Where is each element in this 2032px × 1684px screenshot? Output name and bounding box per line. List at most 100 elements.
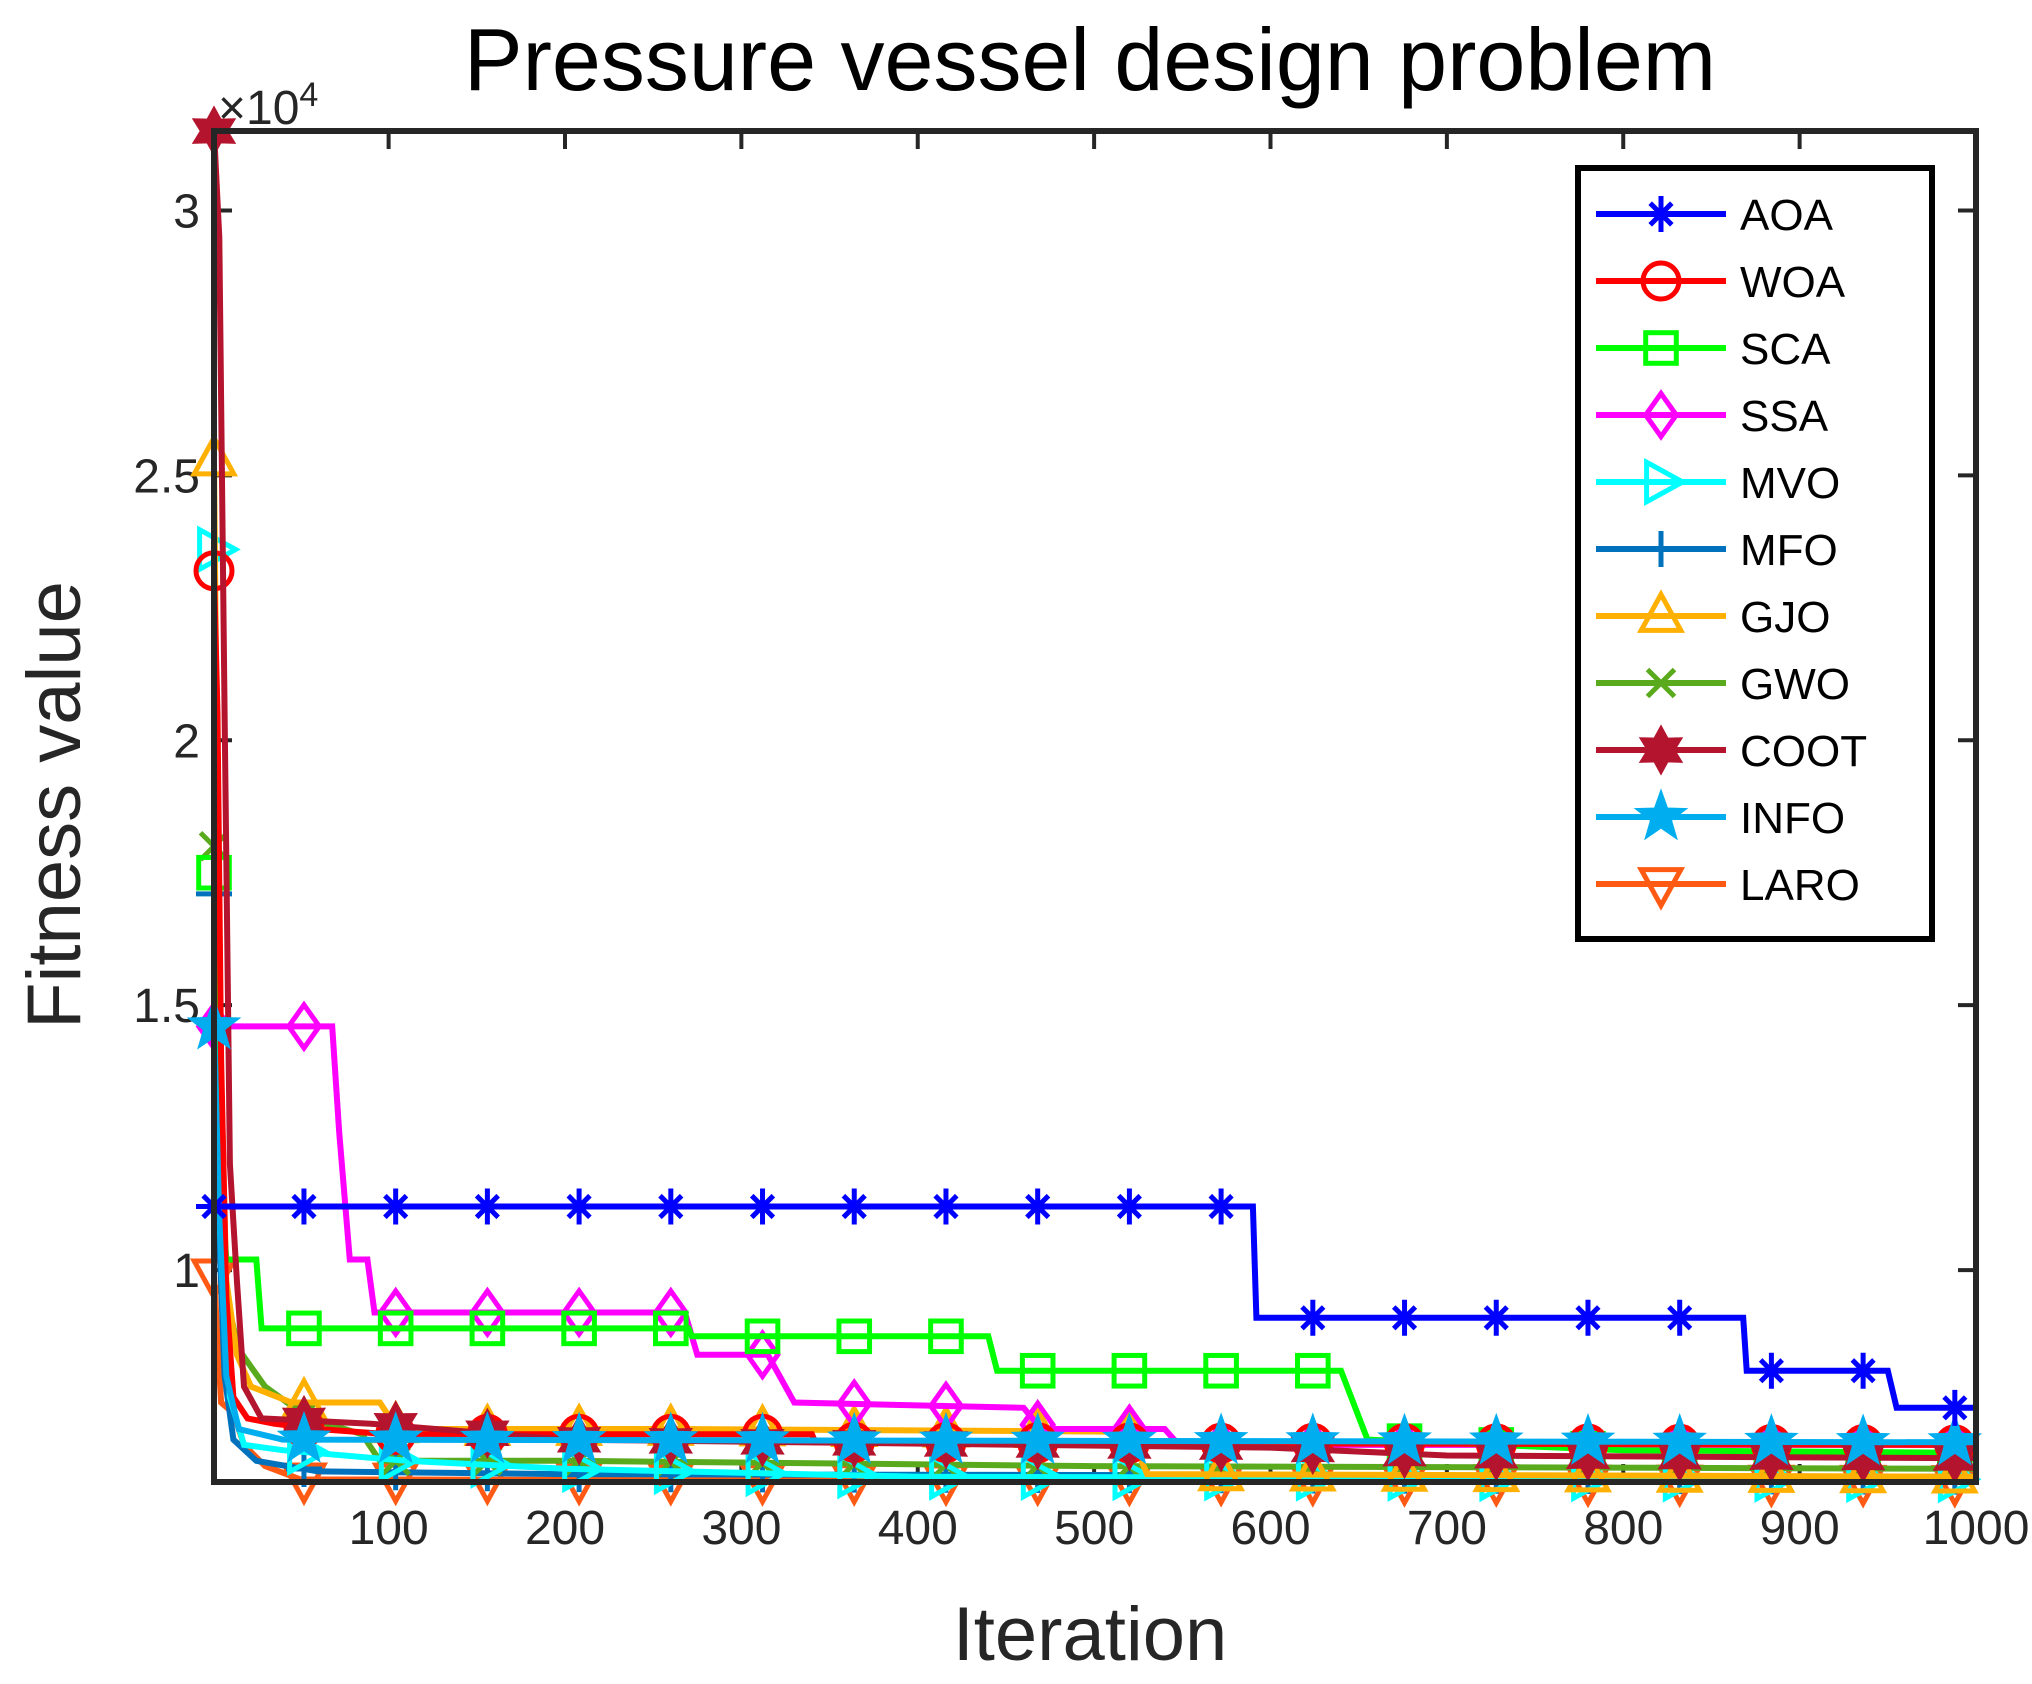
legend-label: GWO	[1740, 660, 1850, 709]
data-point-aoa	[1936, 1389, 1973, 1426]
y-exponent-base: ×10	[218, 82, 299, 135]
legend-marker	[1638, 724, 1684, 776]
legend-entry-laro: LARO	[1596, 861, 1860, 911]
series-line-info	[211, 1026, 1977, 1446]
data-point-aoa	[1753, 1352, 1790, 1389]
series-sca	[196, 854, 1977, 1471]
series-line-ssa	[214, 1023, 1976, 1448]
legend-marker	[1636, 867, 1686, 911]
data-point-info	[918, 1411, 974, 1464]
data-point-sca	[1203, 1352, 1239, 1389]
legend-box	[1575, 165, 1935, 942]
series-line-sca	[211, 872, 1977, 1456]
axes-box	[211, 128, 1979, 1485]
y-tick-label: 2	[173, 715, 200, 768]
data-point-ssa	[652, 1286, 690, 1339]
plot-area-frame	[211, 128, 1979, 1485]
data-point-aoa	[1569, 1299, 1606, 1336]
series-mfo	[196, 875, 1977, 1495]
legend-label: SSA	[1740, 392, 1829, 441]
data-point-aoa	[469, 1188, 506, 1225]
legend-marker	[1644, 457, 1688, 507]
data-point-info	[551, 1411, 607, 1464]
data-point-aoa	[1478, 1299, 1515, 1336]
axis-ticks: 100 200 300 400 500 600 700 800 900 1000 1 1.5 2 2.5 3	[133, 131, 2029, 1555]
x-tick-label: 500	[1054, 1502, 1134, 1555]
legend-marker	[1633, 788, 1689, 841]
data-point-mvo	[929, 1452, 973, 1501]
legend-entry-sca: SCA	[1596, 325, 1831, 374]
x-tick-label: 300	[701, 1502, 781, 1555]
legend-label: SCA	[1740, 325, 1831, 374]
data-point-ssa	[469, 1286, 506, 1339]
y-tick-label: 3	[173, 185, 200, 238]
legend-entry-gjo: GJO	[1596, 589, 1830, 642]
x-tick-label: 600	[1230, 1502, 1310, 1555]
series-aoa	[196, 1188, 1976, 1426]
data-point-info	[1102, 1412, 1157, 1465]
data-point-info	[1835, 1413, 1891, 1466]
data-point-ssa	[285, 1000, 323, 1053]
series-line-mfo	[211, 893, 1977, 1480]
legend-label: COOT	[1740, 727, 1867, 776]
x-tick-label: 100	[349, 1502, 429, 1555]
data-point-info	[1377, 1412, 1432, 1465]
legend-label: MVO	[1740, 459, 1840, 508]
data-point-aoa	[1203, 1188, 1240, 1225]
y-exponent-label: ×104	[218, 76, 318, 135]
series-info	[186, 997, 1983, 1466]
series-ssa	[195, 1000, 1976, 1471]
data-point-sca	[744, 1318, 781, 1355]
data-point-gjo	[1747, 1449, 1796, 1493]
data-point-mvo	[837, 1451, 881, 1500]
data-point-info	[368, 1411, 424, 1464]
data-point-gjo	[1380, 1448, 1429, 1492]
data-point-mvo	[1112, 1453, 1157, 1502]
data-point-ssa	[377, 1286, 415, 1339]
legend-entry-gwo: GWO	[1596, 660, 1850, 709]
data-point-sca	[469, 1310, 506, 1347]
y-exponent-power: 4	[299, 76, 318, 114]
x-tick-label: 700	[1407, 1502, 1487, 1555]
data-point-coot	[1565, 1430, 1611, 1482]
data-point-info	[643, 1411, 699, 1464]
data-point-info	[1193, 1412, 1249, 1465]
y-axis-label: Fitness value	[12, 581, 97, 1029]
legend-label: WOA	[1740, 258, 1846, 307]
data-point-aoa	[1111, 1188, 1148, 1225]
legend-entry-mvo: MVO	[1596, 457, 1840, 508]
data-point-info	[1652, 1413, 1708, 1466]
legend-entry-mfo: MFO	[1596, 526, 1838, 575]
x-tick-label: 900	[1760, 1502, 1840, 1555]
legend-entry-ssa: SSA	[1596, 389, 1829, 441]
y-tick-label: 1	[173, 1245, 200, 1298]
legend-marker	[1636, 589, 1686, 633]
legend-marker	[1643, 330, 1679, 366]
y-tick-label: 1.5	[133, 980, 200, 1033]
data-point-aoa	[1845, 1352, 1882, 1389]
data-point-info	[1468, 1412, 1524, 1465]
data-point-sca	[286, 1310, 322, 1347]
data-point-sca	[377, 1310, 414, 1347]
data-point-aoa	[1661, 1299, 1698, 1336]
legend-marker	[1640, 260, 1682, 302]
legend-entry-info: INFO	[1596, 788, 1845, 843]
series-line-aoa	[214, 1203, 1976, 1411]
data-point-gjo	[1563, 1448, 1613, 1493]
data-point-info	[1744, 1413, 1799, 1466]
legend-entry-woa: WOA	[1596, 258, 1846, 307]
data-point-info	[460, 1411, 515, 1464]
legend-label: GJO	[1740, 593, 1830, 642]
data-point-mvo	[1020, 1452, 1065, 1502]
legend-marker	[1642, 389, 1680, 441]
data-point-ssa	[744, 1328, 781, 1381]
data-point-gjo	[1839, 1449, 1888, 1494]
data-point-info	[826, 1411, 882, 1464]
data-point-gjo	[1655, 1449, 1704, 1493]
x-axis-label: Iteration	[953, 1592, 1228, 1677]
data-point-ssa	[560, 1286, 598, 1339]
x-tick-label: 400	[878, 1502, 958, 1555]
data-point-sca	[1019, 1352, 1056, 1389]
data-point-aoa	[836, 1188, 873, 1225]
